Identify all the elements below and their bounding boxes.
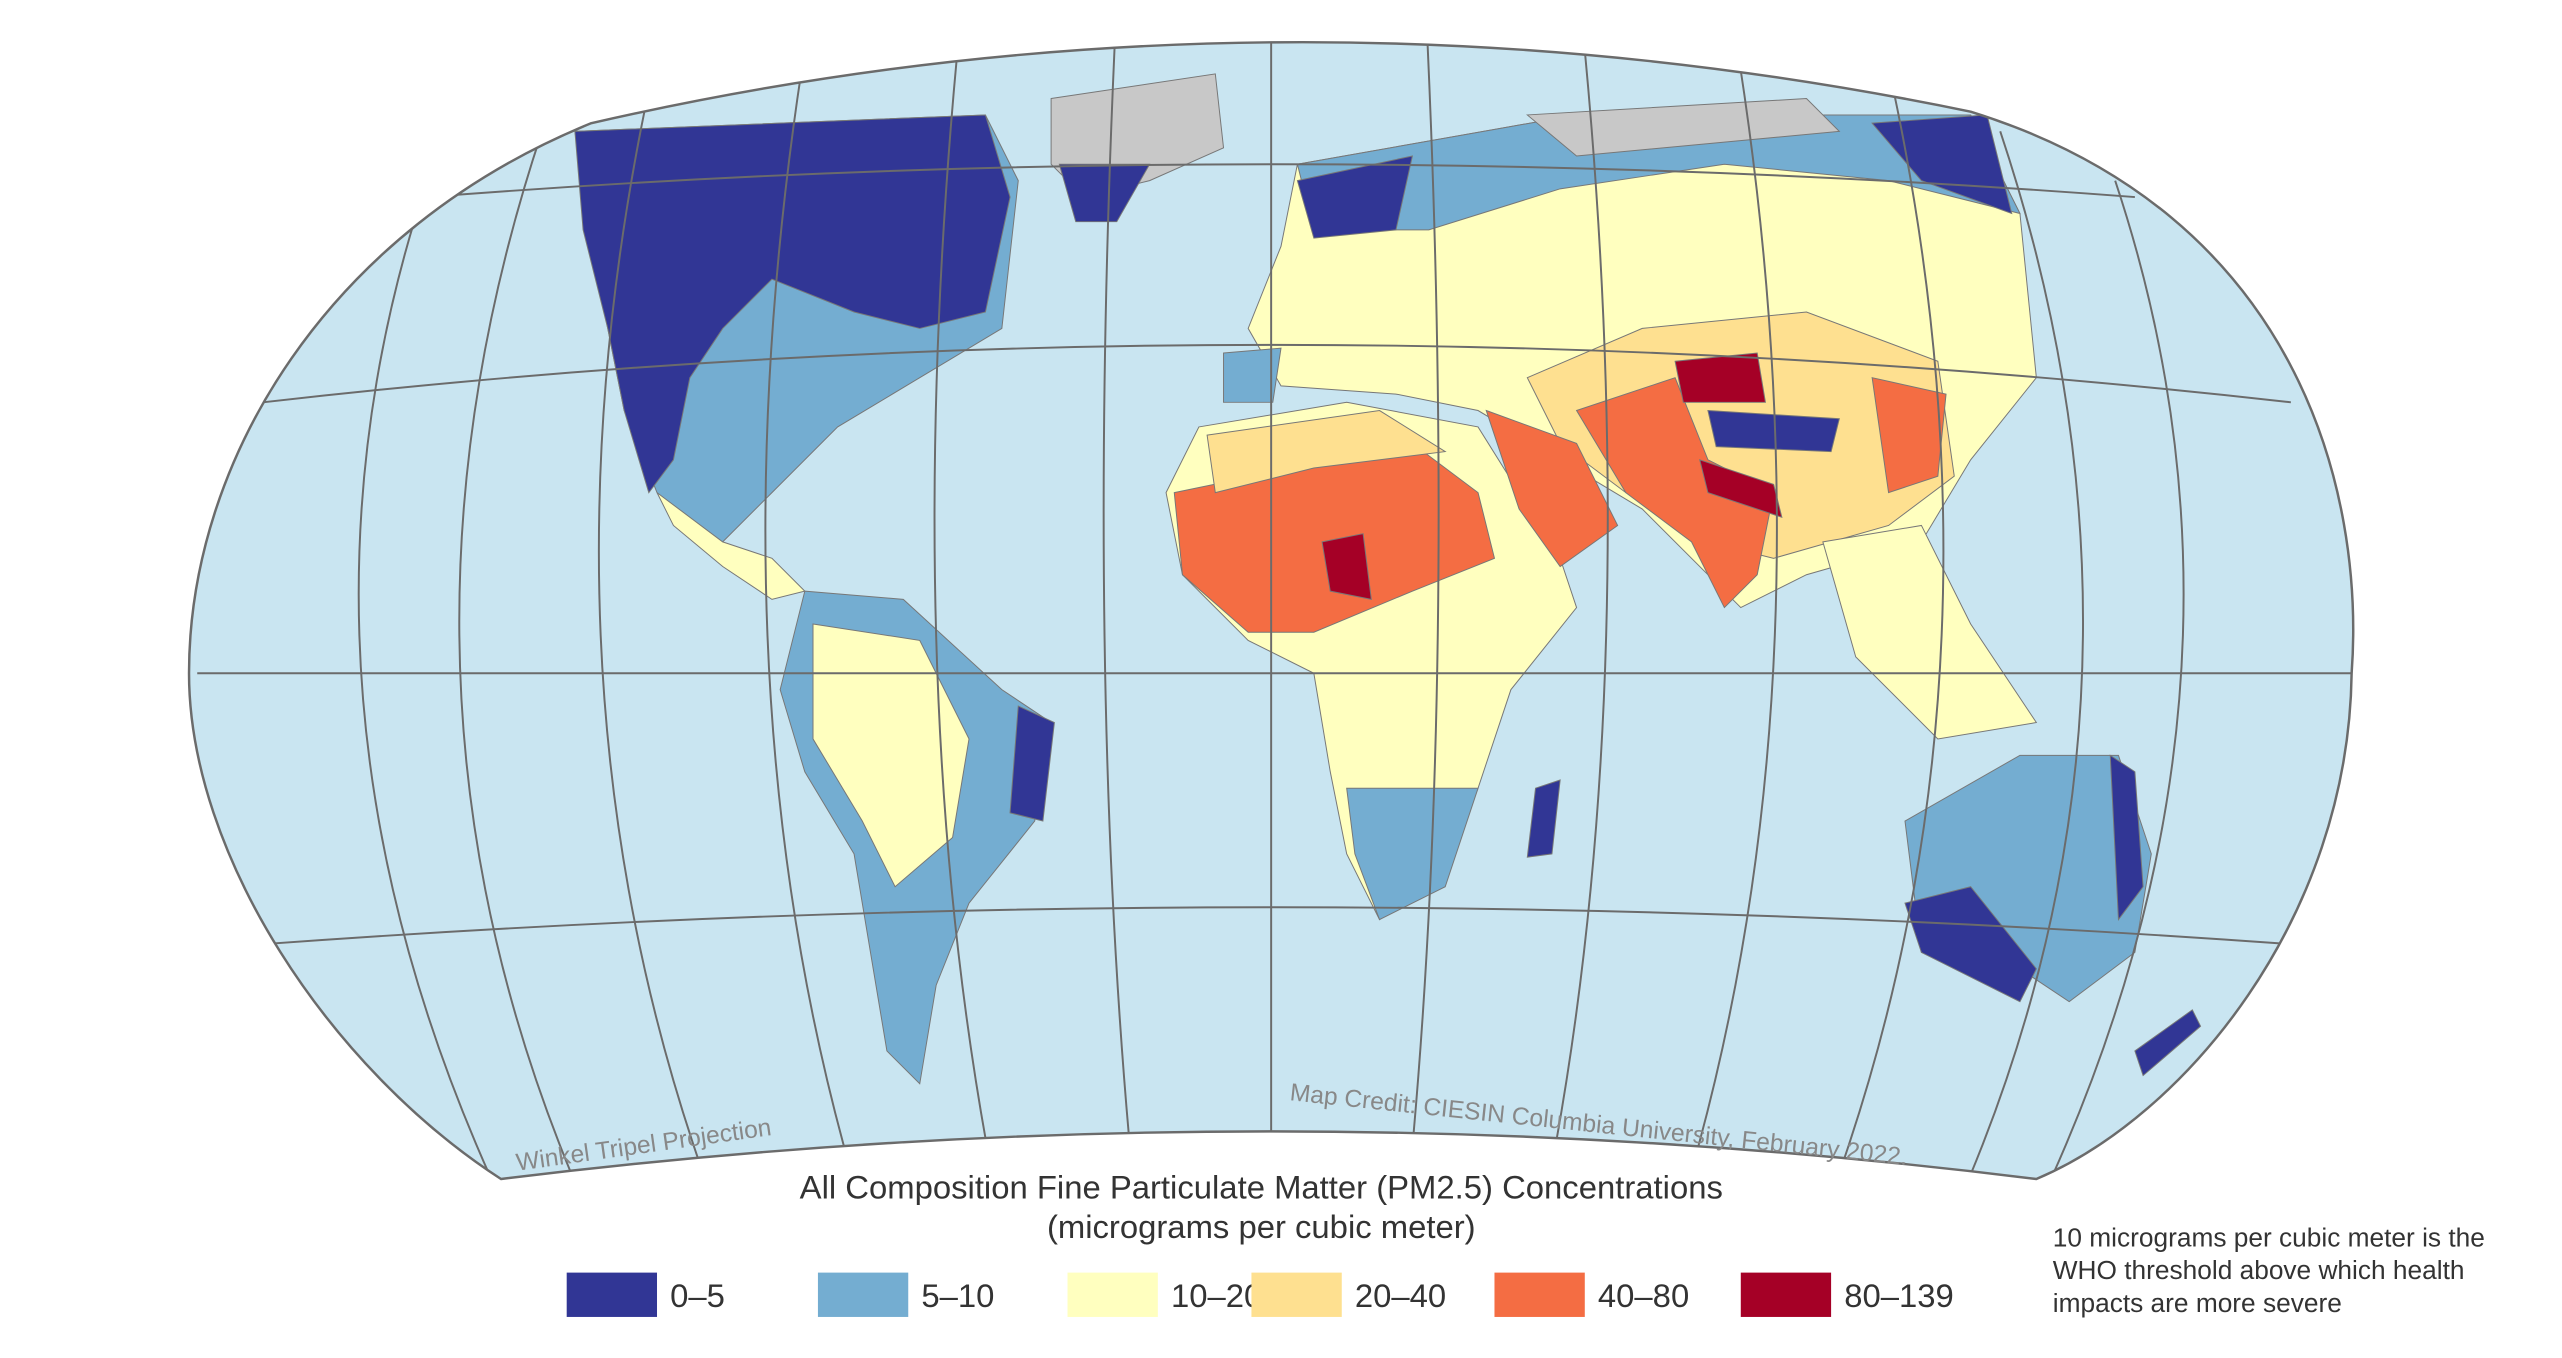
subtitle: (micrograms per cubic meter) xyxy=(1047,1208,1476,1245)
tibet xyxy=(1707,409,1840,453)
title: All Composition Fine Particulate Matter … xyxy=(800,1169,1723,1206)
legend-swatch xyxy=(1067,1272,1158,1317)
graticule xyxy=(197,42,2352,1180)
legend-swatch xyxy=(1251,1272,1342,1317)
legend-swatch xyxy=(817,1272,909,1317)
siberia-east xyxy=(1871,114,2013,215)
note-line: 10 micrograms per cubic meter is the xyxy=(2053,1222,2485,1252)
australia-east xyxy=(2109,754,2144,921)
indo-gangetic xyxy=(1699,459,1783,519)
central-america xyxy=(656,492,806,600)
taklamakan xyxy=(1674,352,1766,403)
madagascar xyxy=(1526,779,1561,858)
legend-swatch xyxy=(1494,1272,1585,1317)
map: Winkel Tripel Projection Map Credit: CIE… xyxy=(187,40,2355,1181)
sahara-north xyxy=(1206,410,1447,494)
brazil-coast xyxy=(1009,705,1055,822)
legend-label: 0–5 xyxy=(670,1277,725,1314)
new-zealand xyxy=(2134,1009,2202,1077)
south-america-inner xyxy=(812,623,970,888)
note-line: WHO threshold above which health xyxy=(2053,1255,2465,1285)
legend-swatch xyxy=(1740,1272,1832,1317)
land-masses xyxy=(197,42,2352,1180)
africa-south xyxy=(1346,787,1479,921)
legend-swatch xyxy=(566,1272,658,1317)
note-line: impacts are more severe xyxy=(2053,1288,2342,1318)
map-outline xyxy=(187,40,2355,1181)
asia-high xyxy=(1575,377,1775,609)
legend: 0–5 5–10 10–20 20–40 40–80 80–139 xyxy=(566,1272,1954,1317)
legend-label: 5–10 xyxy=(921,1277,994,1314)
iberia xyxy=(1223,347,1282,403)
canada xyxy=(574,114,1011,494)
legend-label: 20–40 xyxy=(1355,1277,1446,1314)
australia-sw xyxy=(1904,886,2037,1003)
bodele xyxy=(1321,533,1372,600)
china-east xyxy=(1871,377,1947,494)
note: 10 micrograms per cubic meter is theWHO … xyxy=(2053,1222,2485,1318)
legend-label: 40–80 xyxy=(1598,1277,1689,1314)
sahel xyxy=(1173,442,1496,633)
legend-label: 80–139 xyxy=(1844,1277,1954,1314)
greenland-south xyxy=(1058,163,1151,223)
antarctic-cap xyxy=(1526,98,1841,157)
southeast-asia xyxy=(1822,524,2038,740)
legend-label: 10–20 xyxy=(1171,1277,1262,1314)
arabia xyxy=(1485,409,1619,568)
